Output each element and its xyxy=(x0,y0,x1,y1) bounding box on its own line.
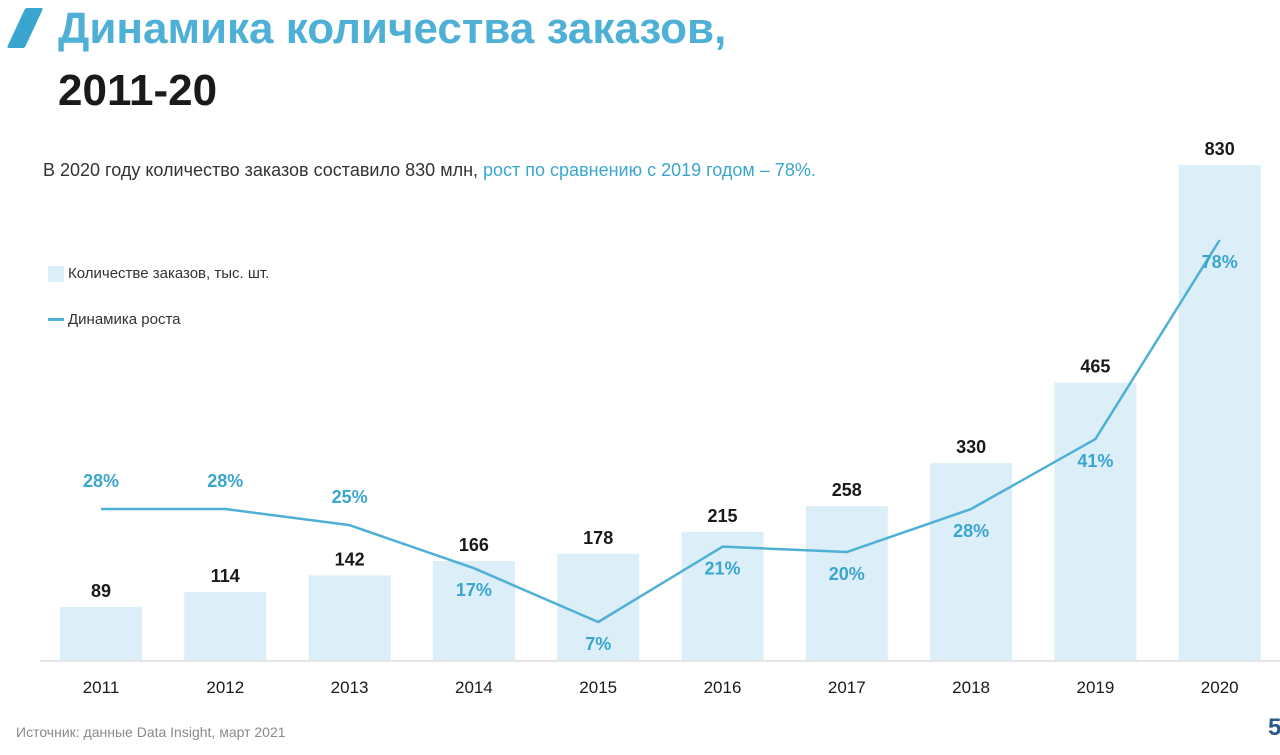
bar-value-label-2020: 830 xyxy=(1205,139,1235,159)
page-title-years: 2011-20 xyxy=(58,66,218,115)
x-tick-label-2015: 2015 xyxy=(579,678,617,697)
bar-2014 xyxy=(432,561,515,660)
x-tick-label-2019: 2019 xyxy=(1076,678,1114,697)
bar-value-label-2013: 142 xyxy=(335,549,365,569)
bar-value-label-2015: 178 xyxy=(583,528,613,548)
page-number: 5 xyxy=(1268,714,1280,741)
x-tick-label-2017: 2017 xyxy=(828,678,866,697)
growth-pct-label-2013: 25% xyxy=(332,487,368,507)
growth-pct-label-2015: 7% xyxy=(585,634,611,654)
x-tick-label-2020: 2020 xyxy=(1201,678,1239,697)
growth-pct-label-2017: 20% xyxy=(829,564,865,584)
growth-pct-label-2019: 41% xyxy=(1077,451,1113,471)
bar-value-label-2018: 330 xyxy=(956,437,986,457)
growth-pct-label-2020: 78% xyxy=(1202,252,1238,272)
bar-2012 xyxy=(184,592,267,660)
legend-item-bars: Количестве заказов, тыс. шт. xyxy=(48,265,269,282)
legend-bar-swatch xyxy=(48,265,64,282)
page-title: Динамика количества заказов, xyxy=(58,4,727,53)
growth-pct-label-2018: 28% xyxy=(953,521,989,541)
x-tick-label-2018: 2018 xyxy=(952,678,990,697)
bar-2017 xyxy=(805,506,888,660)
x-tick-label-2016: 2016 xyxy=(704,678,742,697)
x-tick-label-2014: 2014 xyxy=(455,678,493,697)
bar-2013 xyxy=(308,575,391,660)
growth-pct-label-2011: 28% xyxy=(83,471,119,491)
bar-value-label-2019: 465 xyxy=(1080,357,1110,377)
x-tick-label-2013: 2013 xyxy=(331,678,369,697)
bar-value-label-2012: 114 xyxy=(211,566,240,586)
bar-value-label-2016: 215 xyxy=(707,506,737,526)
growth-pct-label-2014: 17% xyxy=(456,580,492,600)
legend-line-swatch xyxy=(48,318,64,321)
x-tick-label-2011: 2011 xyxy=(83,678,120,697)
growth-line xyxy=(101,239,1221,624)
subtitle-text: В 2020 году количество заказов составило… xyxy=(43,160,484,180)
legend-bar-label: Количестве заказов, тыс. шт. xyxy=(68,265,270,282)
bar-2016 xyxy=(681,531,764,660)
bar-2019 xyxy=(1054,382,1137,660)
bar-value-label-2017: 258 xyxy=(832,480,862,500)
growth-pct-label-2012: 28% xyxy=(207,471,243,491)
bar-2011 xyxy=(60,606,142,660)
bar-value-label-2014: 166 xyxy=(459,535,489,555)
bar-value-label-2011: 89 xyxy=(91,581,111,601)
source-note: Источник: данные Data Insight, март 2021 xyxy=(16,724,286,740)
x-tick-label-2012: 2012 xyxy=(206,678,244,697)
growth-pct-label-2016: 21% xyxy=(704,559,740,579)
bar-2018 xyxy=(930,463,1013,660)
subtitle-highlight: рост по сравнению с 2019 годом – 78%. xyxy=(483,160,816,180)
subtitle: В 2020 году количество заказов составило… xyxy=(43,160,816,181)
legend-item-line: Динамика роста xyxy=(48,311,181,328)
legend-line-label: Динамика роста xyxy=(68,311,181,328)
bar-2020 xyxy=(1178,165,1261,660)
bar-2015 xyxy=(557,553,640,660)
